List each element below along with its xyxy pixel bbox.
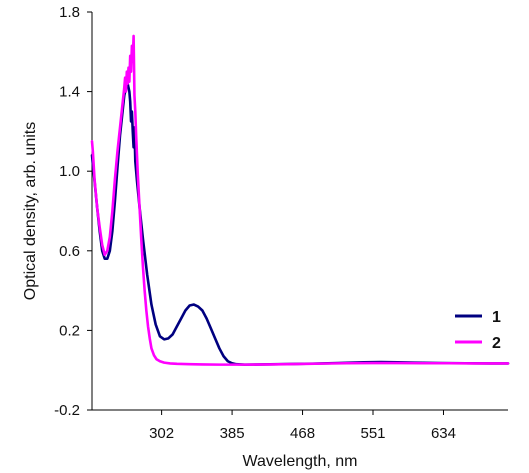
x-tick-label: 551 [360,425,385,442]
legend: 1 2 [455,309,501,352]
legend-label-series-2: 2 [492,335,501,352]
x-tick-label: 634 [431,425,456,442]
y-tick-label: 1.8 [59,4,80,21]
y-tick-label: 0.2 [59,322,80,339]
series-layer [90,34,510,366]
y-axis-title: Optical density, arb. units [22,122,39,300]
x-tick-label: 302 [149,425,174,442]
y-tick-label: 1.0 [59,163,80,180]
series-line-1 [90,82,510,366]
y-tick-label: 0.6 [59,243,80,260]
legend-label-series-1: 1 [492,309,501,326]
series-line-2 [90,34,510,366]
y-ticks: -0.2 0.2 0.6 1.0 1.4 1.8 [54,4,92,419]
y-tick-label: 1.4 [59,84,80,101]
x-tick-label: 468 [290,425,315,442]
y-tick-label: -0.2 [54,402,80,419]
x-ticks: 302 385 468 551 634 [149,410,456,442]
x-axis-title: Wavelength, nm [242,453,357,470]
x-tick-label: 385 [220,425,245,442]
